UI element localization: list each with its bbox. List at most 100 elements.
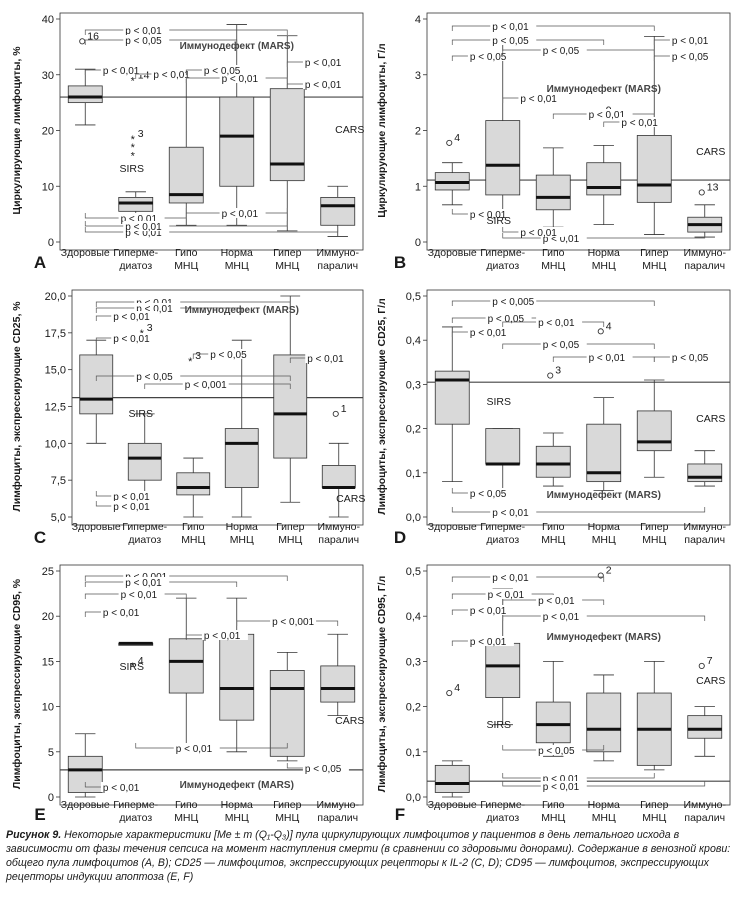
y-tick-label: 0,4 bbox=[406, 335, 421, 347]
y-tick-label: 4 bbox=[415, 14, 421, 26]
sig-label: p < 0,05 bbox=[204, 66, 241, 77]
box-iqr bbox=[485, 642, 521, 698]
sig-label: p < 0,01 bbox=[222, 74, 259, 85]
y-tick-label: 0,1 bbox=[406, 747, 421, 759]
panel-letter: F bbox=[395, 805, 405, 824]
sig-label: p < 0,05 bbox=[136, 372, 173, 383]
box-iqr bbox=[273, 354, 308, 459]
outlier-label: 3 bbox=[138, 128, 144, 140]
sig-label-bg bbox=[123, 221, 170, 231]
sig-label: p < 0,05 bbox=[125, 36, 162, 47]
category-label: диатоз bbox=[119, 812, 152, 824]
panel-F: 0,0 0,1 0,2 0,3 0,4 0,5 Лимфоциты, экспрессиру… bbox=[376, 565, 731, 824]
sig-label-bg bbox=[586, 352, 633, 362]
category-label: Норма bbox=[588, 247, 620, 259]
category-label: МНЦ bbox=[642, 534, 666, 546]
sig-label: p < 0,01 bbox=[204, 631, 241, 642]
sig-label-bg bbox=[182, 379, 229, 389]
sig-label: p < 0,01 bbox=[103, 608, 140, 619]
outlier-star: * bbox=[131, 611, 136, 623]
box-iqr bbox=[224, 428, 259, 488]
sig-label-bg bbox=[485, 313, 532, 323]
box-5 bbox=[687, 706, 723, 757]
panel-letter: B bbox=[394, 253, 406, 272]
sig-label-bg bbox=[302, 57, 349, 67]
y-tick-label: 7,5 bbox=[51, 475, 66, 487]
sig-label-bg bbox=[518, 227, 565, 237]
sig-label-bg bbox=[467, 327, 514, 337]
box-0 bbox=[434, 326, 470, 483]
outlier-star: * bbox=[188, 356, 193, 368]
category-label: Гиперме- bbox=[122, 521, 167, 533]
sig-bracket bbox=[84, 575, 288, 581]
sig-label: p < 0,01 bbox=[103, 66, 140, 77]
outlier-label: 4 bbox=[138, 655, 144, 667]
box-3 bbox=[224, 339, 259, 518]
sig-label: p < 0,01 bbox=[113, 334, 150, 345]
box-5 bbox=[320, 185, 356, 237]
group-label-cars: CARS bbox=[696, 675, 725, 687]
outlier-star: * bbox=[131, 134, 136, 146]
sig-label-bg bbox=[540, 611, 587, 621]
sig-label: p < 0,01 bbox=[543, 774, 580, 785]
category-label: паралич bbox=[317, 812, 358, 824]
category-label: МНЦ bbox=[592, 260, 616, 272]
box-2 bbox=[176, 457, 211, 518]
box-iqr bbox=[67, 85, 103, 104]
y-tick-label: 30 bbox=[42, 70, 54, 82]
sig-bracket bbox=[451, 300, 655, 306]
sig-label-bg bbox=[669, 35, 716, 45]
y-tick-label: 0,3 bbox=[406, 656, 421, 668]
box-1 bbox=[118, 641, 154, 646]
sig-label: p < 0,01 bbox=[589, 110, 626, 121]
box-4 bbox=[636, 35, 672, 235]
y-tick-label: 20 bbox=[42, 611, 54, 623]
sig-label-bg bbox=[151, 69, 198, 79]
box-5 bbox=[687, 450, 723, 487]
sig-label-bg bbox=[536, 745, 583, 755]
caption-label: Рисунок 9. bbox=[6, 829, 62, 841]
sig-label: p < 0,01 bbox=[543, 782, 580, 793]
sig-label: p < 0,01 bbox=[672, 36, 709, 47]
sig-label-bg bbox=[123, 25, 170, 35]
box-iqr bbox=[320, 196, 356, 226]
box-iqr bbox=[176, 472, 211, 496]
box-4 bbox=[636, 379, 672, 478]
y-tick-label: 5,0 bbox=[51, 512, 66, 524]
y-tick-label: 0,5 bbox=[406, 291, 421, 303]
sig-label: p < 0,01 bbox=[176, 744, 213, 755]
sig-label-bg bbox=[118, 213, 165, 223]
box-iqr bbox=[79, 354, 114, 415]
category-label: Гипер bbox=[640, 521, 668, 533]
sig-label-bg bbox=[518, 93, 565, 103]
sig-label: p < 0,01 bbox=[520, 94, 557, 105]
box-iqr bbox=[434, 764, 470, 793]
y-tick-label: 0,3 bbox=[406, 379, 421, 391]
sig-label-bg bbox=[111, 333, 158, 343]
sig-label: p < 0,05 bbox=[210, 350, 247, 361]
sig-label-bg bbox=[100, 65, 147, 75]
sig-label: p < 0,01 bbox=[125, 578, 162, 589]
outlier-label: 3 bbox=[147, 322, 153, 334]
outlier-label: 1 bbox=[341, 403, 347, 415]
box-5 bbox=[687, 204, 723, 238]
plot-frame bbox=[59, 12, 364, 251]
category-label: Норма bbox=[221, 799, 253, 811]
sig-label-bg bbox=[118, 589, 165, 599]
sig-bracket bbox=[502, 233, 706, 239]
y-tick-label: 40 bbox=[42, 14, 54, 26]
box-0 bbox=[67, 68, 103, 126]
sig-label-bg bbox=[111, 311, 158, 321]
sig-label: p < 0,05 bbox=[470, 489, 507, 500]
y-tick-label: 0,0 bbox=[406, 792, 421, 804]
sig-label: p < 0,01 bbox=[488, 590, 525, 601]
y-axis-label: Лимфоциты, экспрессирующие CD25, Г/л bbox=[376, 298, 388, 515]
sig-label-bg bbox=[540, 339, 587, 349]
box-iqr bbox=[269, 670, 305, 757]
panel-letter: A bbox=[34, 253, 46, 272]
group-label-sirs: SIRS bbox=[128, 408, 153, 420]
box-5 bbox=[320, 633, 356, 717]
